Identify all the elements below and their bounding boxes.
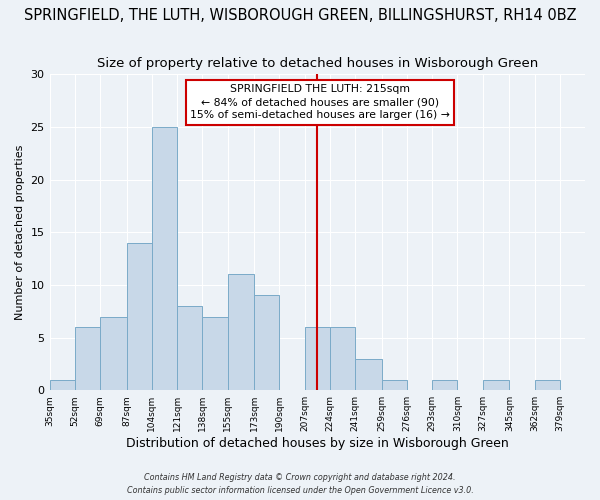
Bar <box>152 127 177 390</box>
Bar <box>305 327 330 390</box>
Text: SPRINGFIELD, THE LUTH, WISBOROUGH GREEN, BILLINGSHURST, RH14 0BZ: SPRINGFIELD, THE LUTH, WISBOROUGH GREEN,… <box>23 8 577 22</box>
Bar <box>482 380 509 390</box>
Bar <box>382 380 407 390</box>
Bar <box>75 327 100 390</box>
Bar <box>177 306 202 390</box>
Bar <box>227 274 254 390</box>
Bar <box>432 380 457 390</box>
Text: SPRINGFIELD THE LUTH: 215sqm
← 84% of detached houses are smaller (90)
15% of se: SPRINGFIELD THE LUTH: 215sqm ← 84% of de… <box>190 84 450 120</box>
Bar <box>100 316 127 390</box>
Text: Contains HM Land Registry data © Crown copyright and database right 2024.
Contai: Contains HM Land Registry data © Crown c… <box>127 474 473 495</box>
Title: Size of property relative to detached houses in Wisborough Green: Size of property relative to detached ho… <box>97 58 538 70</box>
Bar <box>50 380 75 390</box>
Bar <box>127 243 152 390</box>
Bar <box>330 327 355 390</box>
Bar <box>535 380 560 390</box>
X-axis label: Distribution of detached houses by size in Wisborough Green: Distribution of detached houses by size … <box>126 437 509 450</box>
Bar <box>355 358 382 390</box>
Y-axis label: Number of detached properties: Number of detached properties <box>15 144 25 320</box>
Bar <box>202 316 227 390</box>
Bar <box>254 296 280 390</box>
